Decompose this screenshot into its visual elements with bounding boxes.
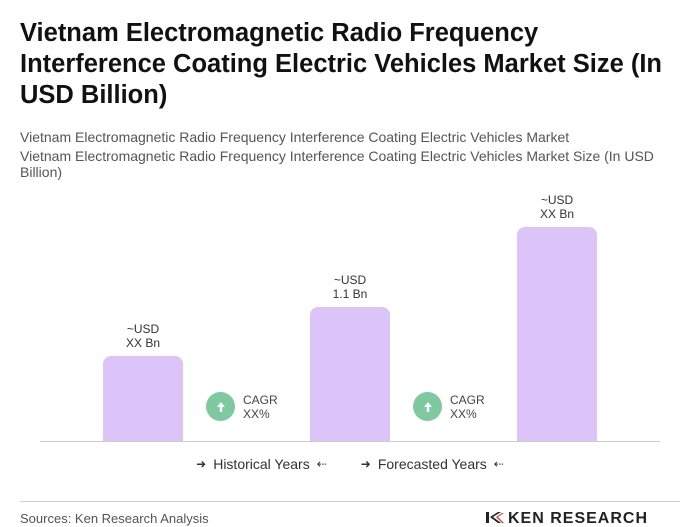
ken-logo-icon (486, 512, 504, 523)
chart-subtitle: Vietnam Electromagnetic Radio Frequency … (20, 129, 570, 145)
arrow-right-icon: ➜ (360, 457, 371, 471)
footer-divider (20, 501, 680, 502)
chart-subtitle-secondary: Vietnam Electromagnetic Radio Frequency … (20, 148, 654, 180)
arrow-up-icon (206, 392, 235, 421)
arrow-up-icon (413, 392, 442, 421)
legend: ➜ Historical Years ⇠ ➜ Forecasted Years … (0, 456, 700, 472)
bar-value-label-2: ~USD 1.1 Bn (332, 273, 368, 301)
bar-value-label-3: ~USD XX Bn (539, 193, 575, 221)
arrow-left-icon: ⇠ (493, 457, 504, 471)
bar-3 (517, 227, 597, 442)
legend-label-historical: Historical Years (213, 456, 310, 472)
bar-2 (310, 307, 390, 442)
arrow-right-icon: ➜ (196, 457, 207, 471)
source-note: Sources: Ken Research Analysis (20, 511, 209, 526)
bar-value-label-1: ~USD XX Bn (125, 322, 161, 350)
x-axis-baseline (40, 441, 660, 442)
legend-label-forecasted: Forecasted Years (377, 456, 487, 472)
brand-logo: KEN RESEARCH (486, 511, 648, 527)
bar-1 (103, 356, 183, 442)
cagr-badge-2: CAGR XX% (413, 392, 485, 421)
chart-title: Vietnam Electromagnetic Radio Frequency … (20, 19, 662, 109)
legend-item-historical: ➜ Historical Years ⇠ (196, 456, 327, 472)
legend-item-forecasted: ➜ Forecasted Years ⇠ (361, 456, 504, 472)
brand-name: KEN RESEARCH (508, 510, 649, 527)
cagr-text-1: CAGR XX% (243, 392, 278, 421)
plot-area: ~USD XX Bn ~USD 1.1 Bn ~USD XX Bn CAGR XX% CAGR X… (40, 160, 660, 442)
arrow-left-icon: ⇠ (316, 457, 327, 471)
cagr-text-2: CAGR XX% (450, 392, 485, 421)
cagr-badge-1: CAGR XX% (206, 392, 278, 421)
